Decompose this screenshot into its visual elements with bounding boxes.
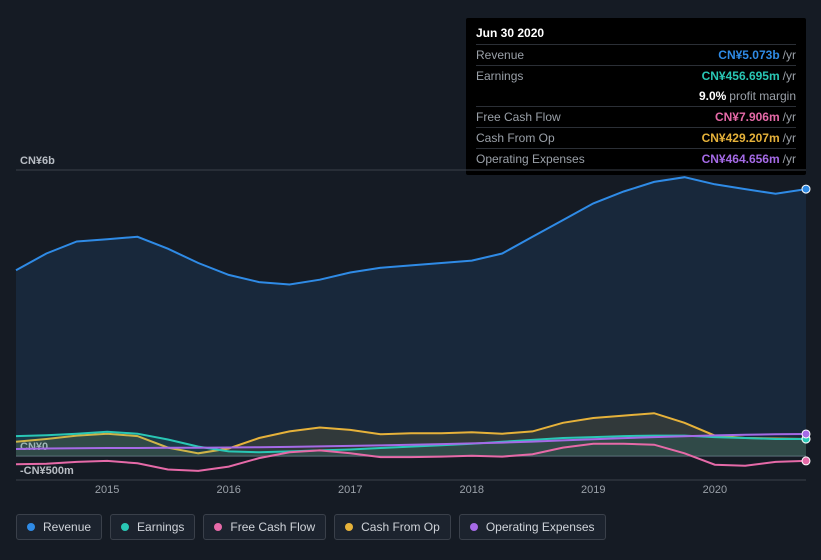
legend-swatch <box>345 523 353 531</box>
financial-chart: Jun 30 2020 Revenue CN¥5.073b/yr Earnings C… <box>0 0 821 560</box>
tooltip-row: 9.0%profit margin <box>476 86 796 106</box>
legend-item[interactable]: Earnings <box>110 514 195 540</box>
tooltip-row-label: Free Cash Flow <box>476 109 561 125</box>
legend-item[interactable]: Free Cash Flow <box>203 514 326 540</box>
legend-label: Revenue <box>43 520 91 534</box>
series-area <box>16 177 806 456</box>
x-axis-label: 2017 <box>338 484 362 496</box>
tooltip-row-label: Earnings <box>476 68 523 84</box>
legend-swatch <box>214 523 222 531</box>
tooltip-row-value: CN¥5.073b/yr <box>718 47 796 63</box>
legend-label: Cash From Op <box>361 520 440 534</box>
legend-label: Earnings <box>137 520 184 534</box>
series-marker <box>802 185 810 193</box>
tooltip-row-value: CN¥456.695m/yr <box>702 68 796 84</box>
x-axis-label: 2015 <box>95 484 119 496</box>
tooltip-row-value: CN¥464.656m/yr <box>702 151 796 167</box>
tooltip-row: Revenue CN¥5.073b/yr <box>476 44 796 65</box>
tooltip-row-label: Cash From Op <box>476 130 555 146</box>
legend-swatch <box>27 523 35 531</box>
chart-plot[interactable] <box>16 170 806 480</box>
tooltip-row: Free Cash Flow CN¥7.906m/yr <box>476 106 796 127</box>
x-axis-label: 2016 <box>216 484 240 496</box>
legend-label: Operating Expenses <box>486 520 595 534</box>
x-axis-label: 2018 <box>460 484 484 496</box>
tooltip-row-value: 9.0%profit margin <box>699 88 796 104</box>
y-axis-label: CN¥6b <box>20 155 55 167</box>
legend-label: Free Cash Flow <box>230 520 315 534</box>
legend-item[interactable]: Operating Expenses <box>459 514 606 540</box>
legend-item[interactable]: Cash From Op <box>334 514 451 540</box>
tooltip-row-value: CN¥7.906m/yr <box>715 109 796 125</box>
tooltip-row: Earnings CN¥456.695m/yr <box>476 65 796 86</box>
series-marker <box>802 457 810 465</box>
tooltip-row: Operating Expenses CN¥464.656m/yr <box>476 148 796 169</box>
tooltip-row: Cash From Op CN¥429.207m/yr <box>476 127 796 148</box>
legend-swatch <box>121 523 129 531</box>
x-axis-label: 2020 <box>703 484 727 496</box>
tooltip-row-label: Operating Expenses <box>476 151 585 167</box>
series-marker <box>802 430 810 438</box>
tooltip-date: Jun 30 2020 <box>476 24 796 44</box>
tooltip-row-value: CN¥429.207m/yr <box>702 130 796 146</box>
legend-item[interactable]: Revenue <box>16 514 102 540</box>
legend: Revenue Earnings Free Cash Flow Cash From O… <box>16 514 606 540</box>
legend-swatch <box>470 523 478 531</box>
tooltip-panel: Jun 30 2020 Revenue CN¥5.073b/yr Earnings C… <box>466 18 806 175</box>
tooltip-row-label: Revenue <box>476 47 524 63</box>
x-axis-label: 2019 <box>581 484 605 496</box>
